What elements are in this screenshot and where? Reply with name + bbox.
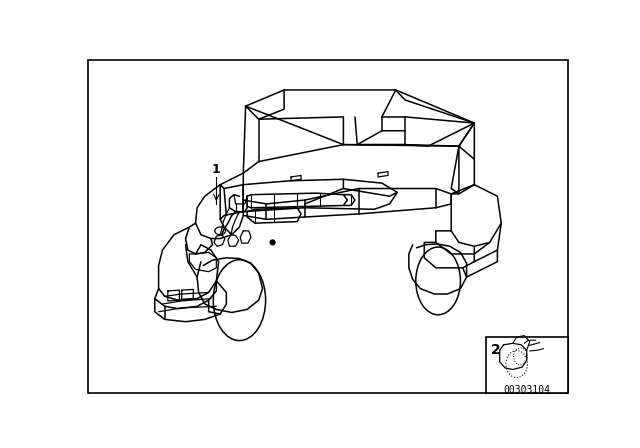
- Text: 00303104: 00303104: [503, 385, 550, 395]
- Text: 2: 2: [492, 343, 501, 358]
- Circle shape: [270, 240, 275, 245]
- Bar: [486, 337, 568, 392]
- Text: 1: 1: [212, 163, 221, 176]
